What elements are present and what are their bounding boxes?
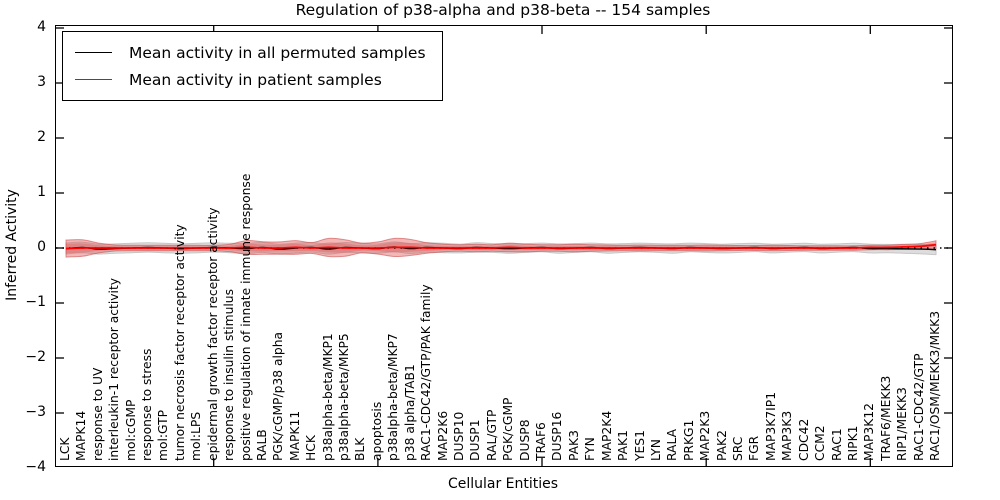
x-tick-label: DUSP10 (451, 411, 466, 461)
x-tick-label: RIP1/MEKK3 (895, 387, 910, 461)
permuted-line-swatch (75, 52, 112, 53)
x-tick-label: SRC (731, 436, 745, 461)
x-tick-label: RALB (254, 429, 269, 461)
x-tick-label: RAC1-CDC42/GTP (911, 353, 926, 461)
x-tick-label: HCK (304, 435, 319, 461)
plot-area (56, 26, 952, 466)
x-tick-label: MAP3K7IP1 (763, 391, 778, 461)
y-tick-label: 1 (37, 184, 46, 200)
patient-line-swatch (75, 79, 112, 80)
x-tick-label: LCK (58, 437, 72, 461)
x-tick-label: RAC1-CDC42/GTP/PAK family (419, 284, 434, 461)
x-tick-label: PGK/cGMP/p38 alpha (271, 331, 286, 461)
x-tick-label: MAP3K3 (780, 410, 795, 461)
x-tick-label: RAL/GTP (484, 409, 499, 461)
x-tick-label: CDC42 (796, 418, 811, 461)
legend-item-permuted: Mean activity in all permuted samples (75, 39, 426, 66)
x-tick-label: RALA (665, 428, 680, 461)
x-tick-label: PRKG1 (681, 419, 696, 461)
y-tick-label: 4 (37, 19, 46, 35)
x-tick-label: FYN (583, 437, 598, 461)
x-tick-label: PAK2 (714, 430, 729, 461)
y-tick-label: −4 (25, 459, 46, 475)
plot-frame (55, 25, 953, 467)
x-tick-label: MAPK14 (74, 410, 89, 461)
x-tick-label: mol:LPS (189, 411, 204, 461)
x-tick-label: p38alpha-beta/MKP5 (337, 333, 352, 461)
x-tick-label: apoptosis (369, 401, 384, 461)
x-tick-label: p38 alpha/TAB1 (402, 364, 417, 461)
patient-mean-line (65, 243, 937, 250)
x-tick-label: RIPK1 (845, 425, 860, 461)
x-tick-label: response to stress (140, 348, 155, 461)
x-tick-label: RAC1 (829, 428, 844, 461)
x-tick-label: p38alpha-beta/MKP7 (386, 333, 401, 461)
x-tick-label: positive regulation of innate immune res… (238, 173, 253, 461)
x-tick-label: YES1 (632, 430, 647, 461)
x-tick-label: mol:cGMP (123, 399, 138, 461)
x-tick-label: response to UV (90, 367, 105, 461)
x-tick-label: PAK3 (566, 430, 581, 461)
x-tick-label: tumor necrosis factor receptor activity (172, 224, 187, 461)
x-tick-label: response to insulin stimulus (222, 289, 237, 461)
x-tick-label: interleukin-1 receptor activity (107, 277, 122, 461)
x-tick-label: RAC1/OSM/MEKK3/MKK3 (927, 310, 942, 461)
legend-item-patient: Mean activity in patient samples (75, 66, 426, 93)
x-tick-label: MAP3K12 (862, 403, 877, 461)
y-tick-label: 0 (37, 239, 46, 255)
x-tick-label: CCM2 (813, 425, 828, 461)
x-tick-label: TRAF6 (534, 422, 549, 461)
x-tick-label: MAP2K4 (599, 410, 614, 461)
y-tick-label: −1 (25, 294, 46, 310)
x-tick-label: DUSP8 (517, 419, 532, 461)
x-tick-label: mol:GTP (156, 409, 171, 461)
x-tick-label: MAP2K3 (698, 410, 713, 461)
axis-ticks (56, 26, 952, 466)
y-tick-label: −2 (25, 349, 46, 365)
x-axis-label: Cellular Entities (447, 476, 559, 492)
x-tick-label: MAPK11 (287, 410, 302, 461)
x-tick-label: PAK1 (616, 430, 631, 461)
y-tick-label: 3 (37, 74, 46, 90)
x-tick-label: BLK (353, 437, 368, 461)
legend-label-patient: Mean activity in patient samples (129, 70, 382, 89)
legend: Mean activity in all permuted samples Me… (62, 31, 443, 101)
x-tick-label: LYN (648, 439, 663, 461)
x-tick-label: DUSP1 (468, 419, 483, 461)
x-tick-label: p38alpha-beta/MKP1 (320, 333, 335, 461)
x-tick-label: MAP2K6 (435, 410, 450, 461)
y-tick-label: −3 (25, 404, 46, 420)
x-tick-label: DUSP16 (550, 411, 565, 461)
x-tick-label: PGK/cGMP (501, 397, 516, 461)
chart-title: Regulation of p38-alpha and p38-beta -- … (295, 1, 711, 19)
legend-label-permuted: Mean activity in all permuted samples (129, 43, 426, 62)
x-tick-label: FGR (747, 435, 762, 461)
x-tick-label: epidermal growth factor receptor activit… (205, 207, 220, 461)
x-tick-label: TRAF6/MEKK3 (878, 375, 893, 461)
y-tick-label: 2 (37, 129, 46, 145)
